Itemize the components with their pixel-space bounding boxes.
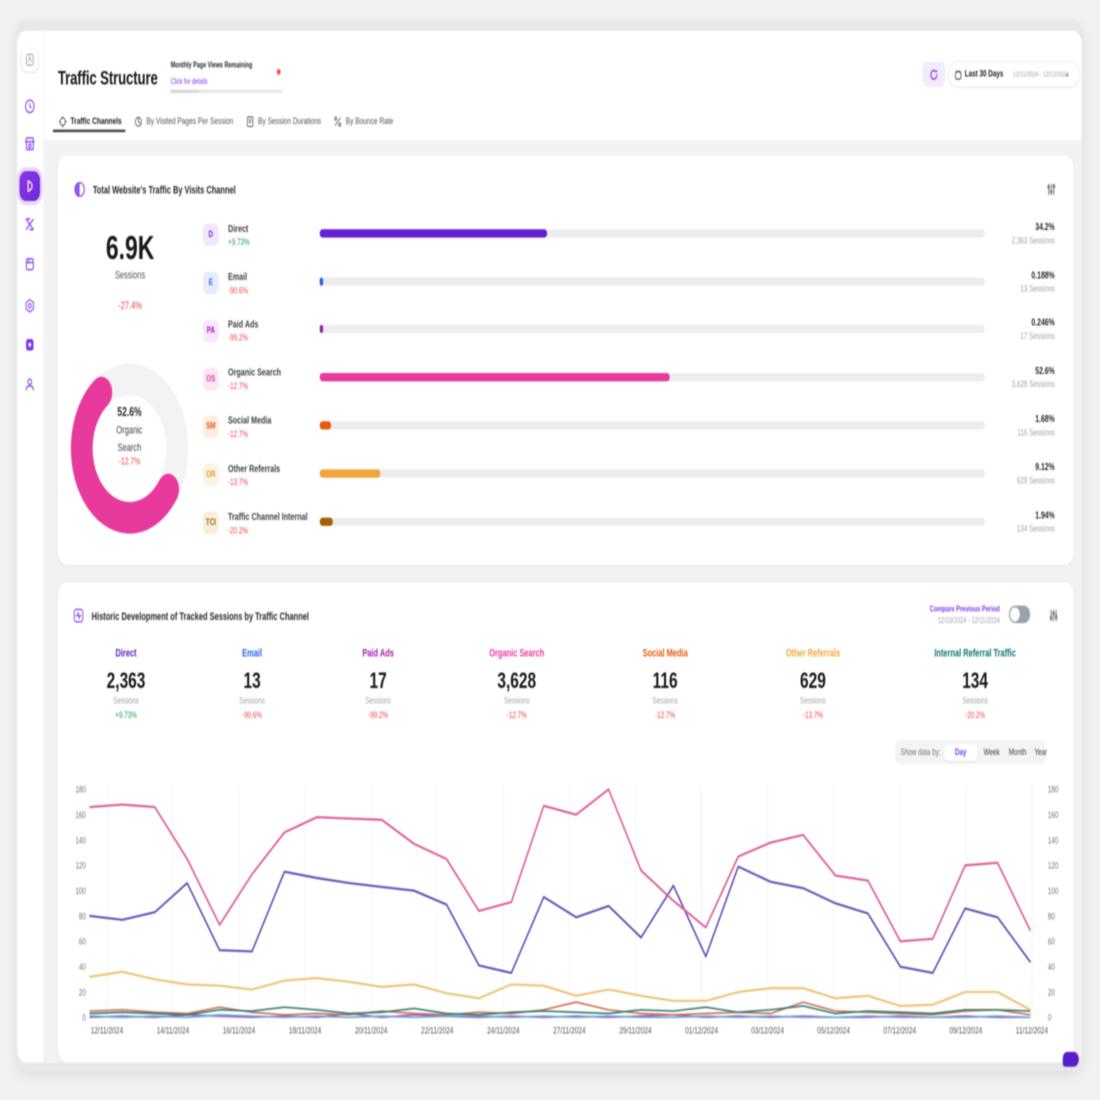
svg-text:18/11/2024: 18/11/2024 <box>289 1025 322 1035</box>
svg-text:03/12/2024: 03/12/2024 <box>751 1025 784 1035</box>
svg-text:100: 100 <box>75 886 86 896</box>
svg-text:60: 60 <box>1048 936 1056 946</box>
svg-text:07/12/2024: 07/12/2024 <box>883 1025 916 1035</box>
svg-text:20/11/2024: 20/11/2024 <box>355 1025 388 1035</box>
svg-text:120: 120 <box>75 861 86 871</box>
svg-text:12/11/2024: 12/11/2024 <box>91 1025 124 1035</box>
svg-text:80: 80 <box>1048 911 1056 921</box>
svg-text:160: 160 <box>75 810 86 820</box>
svg-text:20: 20 <box>79 987 87 997</box>
svg-text:120: 120 <box>1048 861 1059 871</box>
svg-text:05/12/2024: 05/12/2024 <box>817 1025 850 1035</box>
svg-text:160: 160 <box>1048 810 1059 820</box>
svg-text:0: 0 <box>1048 1013 1052 1023</box>
svg-text:180: 180 <box>75 785 86 795</box>
svg-text:22/11/2024: 22/11/2024 <box>421 1025 454 1035</box>
svg-text:40: 40 <box>79 962 87 972</box>
svg-text:27/11/2024: 27/11/2024 <box>553 1025 586 1035</box>
svg-text:0: 0 <box>82 1013 86 1023</box>
svg-text:140: 140 <box>75 835 86 845</box>
svg-text:140: 140 <box>1048 835 1059 845</box>
svg-text:11/12/2024: 11/12/2024 <box>1016 1025 1049 1035</box>
svg-text:100: 100 <box>1048 886 1059 896</box>
svg-text:80: 80 <box>79 911 87 921</box>
svg-text:20: 20 <box>1048 987 1056 997</box>
svg-text:14/11/2024: 14/11/2024 <box>157 1025 190 1035</box>
svg-text:29/11/2024: 29/11/2024 <box>619 1025 652 1035</box>
svg-text:01/12/2024: 01/12/2024 <box>685 1025 718 1035</box>
svg-text:180: 180 <box>1048 785 1059 795</box>
svg-text:09/12/2024: 09/12/2024 <box>949 1025 982 1035</box>
svg-text:40: 40 <box>1048 962 1056 972</box>
svg-text:24/11/2024: 24/11/2024 <box>487 1025 520 1035</box>
svg-text:16/11/2024: 16/11/2024 <box>223 1025 256 1035</box>
svg-text:60: 60 <box>79 936 87 946</box>
